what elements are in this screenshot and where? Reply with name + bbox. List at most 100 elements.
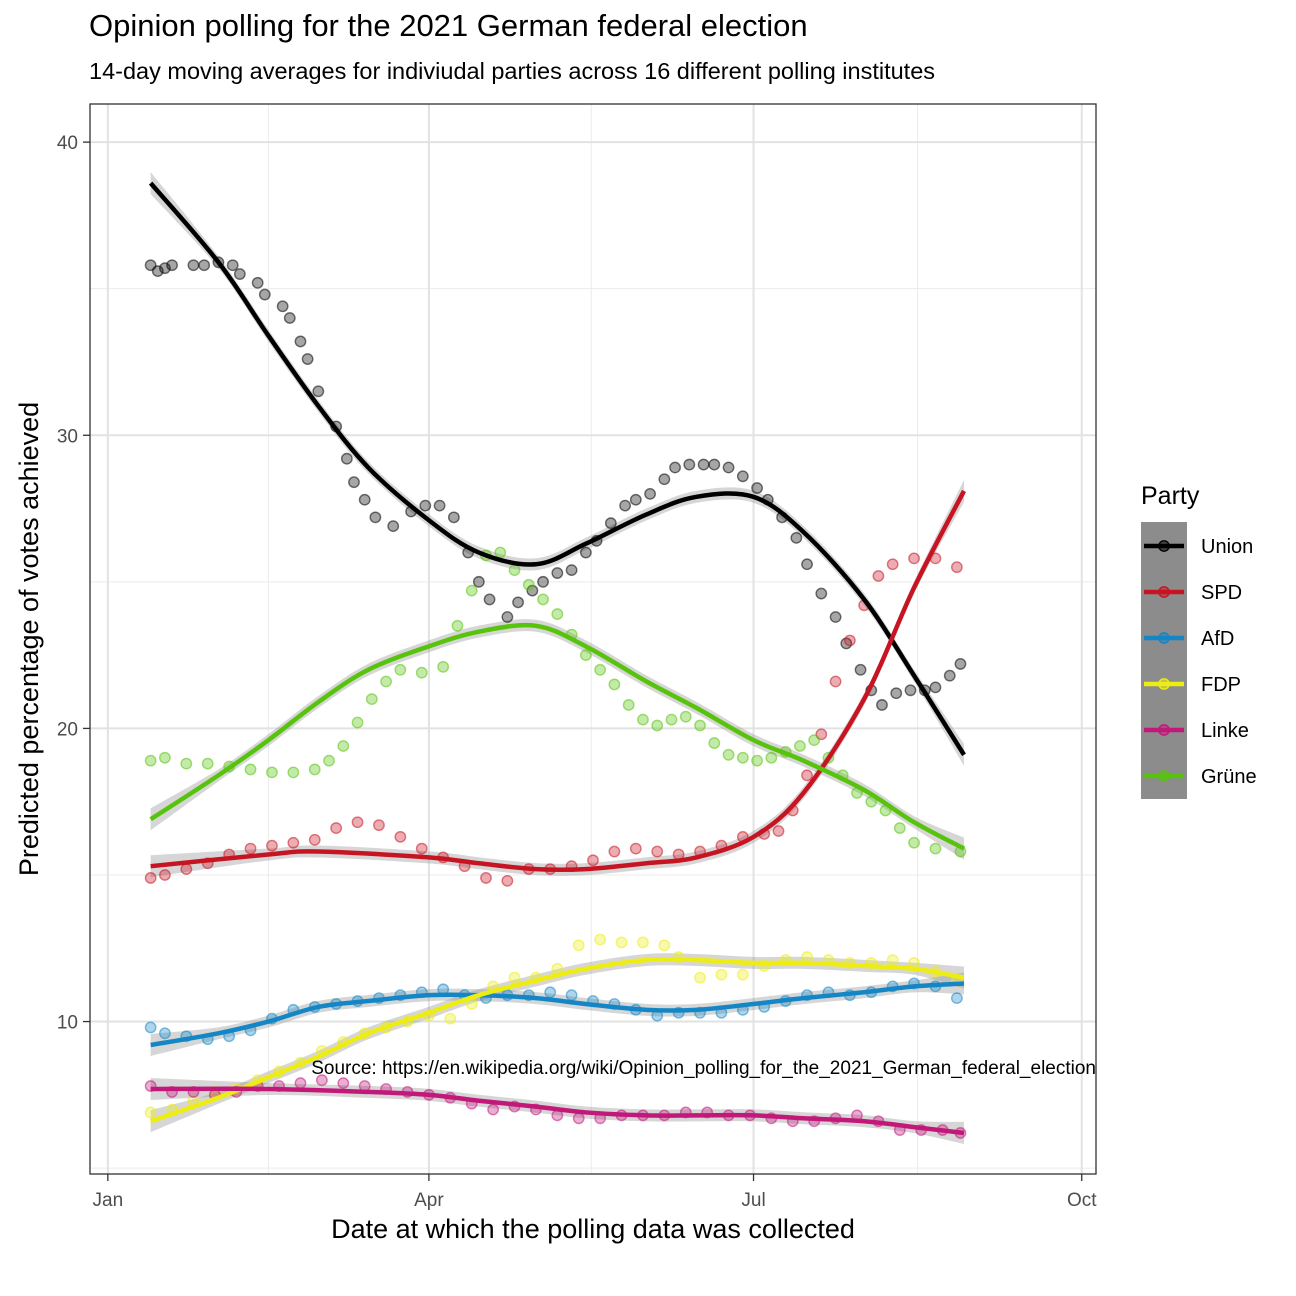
point-spd — [908, 552, 920, 565]
point-union — [294, 335, 307, 348]
grid-major — [90, 104, 1096, 1174]
smooth-lines — [148, 181, 967, 1136]
legend-label-afd: AfD — [1201, 628, 1234, 650]
point-spd — [415, 842, 428, 855]
point-union — [348, 476, 360, 489]
point-spd — [394, 830, 407, 843]
point-union — [198, 259, 211, 272]
point-gr-ne — [665, 713, 678, 726]
point-afd — [565, 989, 578, 1002]
point-union — [283, 312, 296, 324]
chart-title: Opinion polling for the 2021 German fede… — [89, 8, 808, 43]
point-union — [565, 564, 578, 577]
point-union — [954, 658, 967, 670]
point-union — [722, 461, 735, 474]
source-caption: Source: https://en.wikipedia.org/wiki/Op… — [311, 1058, 1096, 1079]
legend-key-point-gr-ne — [1158, 770, 1170, 782]
legend-key-background — [1141, 522, 1187, 799]
point-spd — [501, 874, 514, 887]
point-union — [447, 511, 460, 524]
point-union — [537, 575, 549, 588]
point-spd — [351, 816, 364, 829]
point-fdp — [144, 1106, 157, 1119]
point-union — [669, 461, 681, 474]
point-spd — [950, 561, 963, 574]
point-union — [312, 385, 325, 398]
point-gr-ne — [579, 649, 592, 662]
point-union — [629, 493, 642, 506]
point-gr-ne — [508, 564, 521, 577]
point-gr-ne — [394, 663, 407, 676]
point-gr-ne — [180, 757, 193, 770]
point-linke — [294, 1077, 307, 1090]
point-union — [604, 517, 617, 530]
legend-label-linke: Linke — [1201, 720, 1249, 742]
y-tick-label: 40 — [57, 133, 78, 154]
legend-label-fdp: FDP — [1201, 674, 1241, 696]
point-spd — [159, 869, 171, 881]
point-fdp — [694, 971, 706, 984]
point-spd — [801, 769, 813, 782]
point-gr-ne — [365, 693, 378, 705]
point-gr-ne — [323, 754, 335, 767]
point-union — [251, 276, 264, 289]
point-spd — [651, 845, 664, 858]
point-union — [340, 452, 353, 465]
point-spd — [330, 822, 343, 834]
point-union — [258, 288, 271, 301]
smooth-line-gr-ne — [149, 622, 966, 851]
point-spd — [308, 833, 321, 846]
point-union — [876, 699, 888, 711]
y-tick-label: 30 — [57, 426, 78, 447]
point-spd — [480, 872, 492, 884]
point-fdp — [615, 936, 628, 949]
point-afd — [950, 992, 963, 1005]
point-union — [483, 593, 496, 606]
point-union — [943, 669, 956, 682]
point-union — [708, 458, 721, 471]
point-spd — [287, 836, 300, 849]
point-union — [619, 499, 632, 512]
point-gr-ne — [694, 719, 706, 732]
point-gr-ne — [494, 546, 507, 559]
point-gr-ne — [551, 608, 564, 620]
point-gr-ne — [765, 751, 778, 764]
legend-key-point-afd — [1158, 632, 1170, 644]
point-union — [854, 663, 867, 676]
point-union — [187, 259, 200, 272]
point-gr-ne — [794, 740, 806, 752]
point-union — [790, 531, 803, 544]
point-union — [512, 596, 524, 609]
point-gr-ne — [415, 666, 428, 679]
x-axis: Jan Apr Jul Oct — [93, 1174, 1097, 1211]
smooth-line-afd — [150, 981, 965, 1048]
plot-panel — [90, 104, 1096, 1174]
y-axis: 10 20 30 40 — [57, 133, 90, 1034]
point-afd — [544, 986, 557, 999]
data-points — [144, 256, 967, 1139]
legend-label-spd: SPD — [1201, 582, 1242, 604]
point-union — [929, 681, 942, 694]
point-gr-ne — [159, 751, 171, 764]
point-gr-ne — [201, 757, 214, 770]
point-spd — [180, 863, 193, 876]
point-gr-ne — [893, 822, 906, 834]
point-gr-ne — [537, 593, 549, 606]
point-union — [829, 611, 842, 623]
legend: Party Union SPD AfD FDP Linke Grüne — [1141, 482, 1257, 799]
point-gr-ne — [522, 578, 535, 591]
point-gr-ne — [637, 713, 649, 726]
point-spd — [772, 825, 785, 837]
x-axis-label: Date at which the polling data was colle… — [331, 1214, 855, 1244]
point-gr-ne — [929, 842, 942, 855]
point-union — [276, 300, 289, 313]
point-linke — [337, 1077, 350, 1090]
point-fdp — [715, 968, 728, 981]
point-spd — [144, 872, 157, 884]
smooth-line-spd — [150, 489, 967, 873]
point-spd — [872, 570, 885, 582]
point-gr-ne — [594, 663, 607, 676]
point-gr-ne — [351, 716, 364, 729]
point-union — [751, 482, 763, 494]
